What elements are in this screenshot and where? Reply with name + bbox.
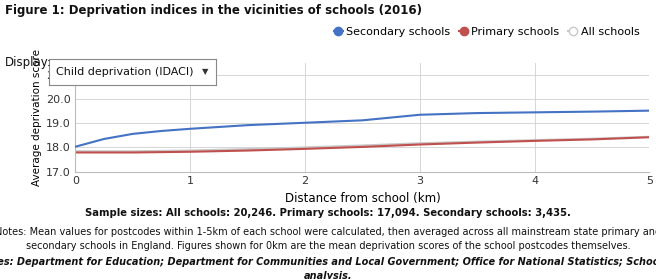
Text: Display:: Display:	[5, 56, 52, 69]
Legend: Secondary schools, Primary schools, All schools: Secondary schools, Primary schools, All …	[329, 23, 644, 42]
X-axis label: Distance from school (km): Distance from school (km)	[285, 192, 440, 205]
Text: analysis.: analysis.	[304, 271, 352, 279]
Y-axis label: Average deprivation score: Average deprivation score	[31, 49, 42, 186]
Text: Child deprivation (IDACI): Child deprivation (IDACI)	[56, 67, 194, 77]
Text: ▼: ▼	[201, 67, 208, 76]
Text: Notes: Mean values for postcodes within 1-5km of each school were calculated, th: Notes: Mean values for postcodes within …	[0, 227, 656, 237]
Text: Figure 1: Deprivation indices in the vicinities of schools (2016): Figure 1: Deprivation indices in the vic…	[5, 4, 422, 17]
Text: Sample sizes: All schools: 20,246. Primary schools: 17,094. Secondary schools: 3: Sample sizes: All schools: 20,246. Prima…	[85, 208, 571, 218]
Text: secondary schools in England. Figures shown for 0km are the mean deprivation sco: secondary schools in England. Figures sh…	[26, 241, 630, 251]
Text: Sources: Department for Education; Department for Communities and Local Governme: Sources: Department for Education; Depar…	[0, 257, 656, 267]
